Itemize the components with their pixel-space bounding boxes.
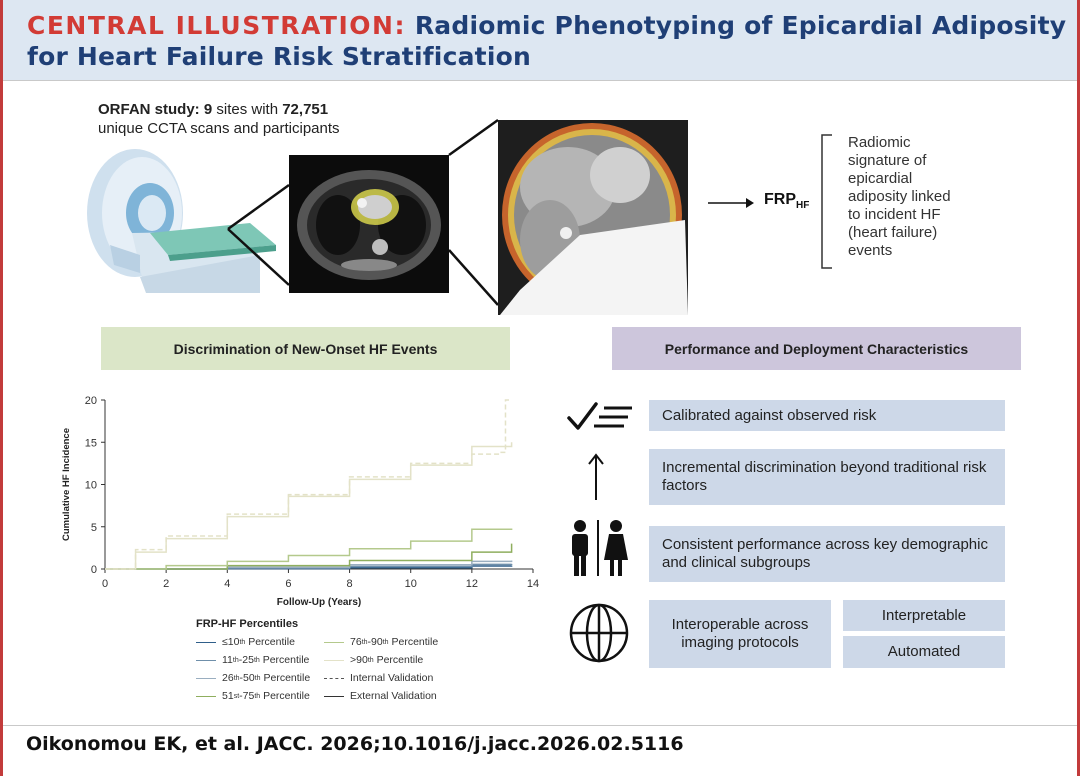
automated-box: Automated xyxy=(843,636,1005,668)
legend-text: Percentile xyxy=(263,672,311,684)
zoom-lines-1 xyxy=(227,183,290,286)
legend-swatch xyxy=(324,659,344,661)
hf-incidence-chart: 0 5 10 15 20 0 2 4 6 8 10 12 14 Follow-Up (Years) Cumu… xyxy=(61,395,539,608)
performance-heading: Performance and Deployment Characteristi… xyxy=(612,327,1021,370)
frp-label-sub: HF xyxy=(796,200,810,212)
consistent-performance-box: Consistent performance across key demogr… xyxy=(649,526,1005,582)
study-line2: unique CCTA scans and participants xyxy=(98,120,340,137)
legend-swatch xyxy=(196,641,216,643)
x-tick-label: 10 xyxy=(405,578,417,590)
legend-swatch xyxy=(324,677,344,679)
interpretable-box: Interpretable xyxy=(843,600,1005,631)
legend-text: Percentile xyxy=(263,690,310,702)
x-tick-label: 12 xyxy=(466,578,478,590)
series-line-6 xyxy=(105,399,512,570)
study-description: ORFAN study: 9 sites with 72,751 unique … xyxy=(98,100,340,138)
legend-text: Percentile xyxy=(262,654,310,666)
legend-text: Internal Validation xyxy=(350,672,434,684)
y-tick-label: 20 xyxy=(85,395,97,407)
citation: Oikonomou EK, et al. JACC. 2026;10.1016/… xyxy=(26,733,684,755)
legend-item-internal: Internal Validation xyxy=(324,672,433,684)
x-tick-label: 8 xyxy=(347,578,353,590)
central-illustration-label: CENTRAL ILLUSTRATION: xyxy=(27,11,406,40)
frp-hf-label: FRPHF xyxy=(764,191,809,211)
legend-text: Percentile xyxy=(376,654,424,666)
x-axis-title: Follow-Up (Years) xyxy=(277,597,361,608)
checklist-icon xyxy=(567,402,632,430)
ct-scanner-illustration xyxy=(87,149,276,293)
legend-item-external: External Validation xyxy=(324,690,437,702)
arrow-right-icon xyxy=(708,198,754,208)
x-tick-label: 2 xyxy=(163,578,169,590)
legend-swatch xyxy=(196,659,216,661)
legend-swatch xyxy=(324,641,344,643)
legend-text: External Validation xyxy=(350,690,437,702)
y-axis-title: Cumulative HF Incidence xyxy=(61,428,72,541)
y-tick-label: 5 xyxy=(91,522,97,534)
people-icon xyxy=(572,520,628,576)
legend-text: Percentile xyxy=(248,636,295,648)
interoperable-box: Interoperable across imaging protocols xyxy=(649,600,831,668)
y-tick-label: 15 xyxy=(85,437,97,449)
sites-text: sites with xyxy=(216,101,279,118)
x-tick-label: 0 xyxy=(102,578,108,590)
x-tick-label: 14 xyxy=(527,578,539,590)
bracket xyxy=(821,134,832,269)
zoom-lines-2 xyxy=(448,118,499,306)
ct-slice-image xyxy=(289,155,449,293)
globe-icon xyxy=(569,603,629,663)
frp-label-main: FRP xyxy=(764,191,796,208)
discrimination-heading: Discrimination of New-Onset HF Events xyxy=(101,327,510,370)
up-arrow-icon xyxy=(588,453,604,500)
figure-title-line1: CENTRAL ILLUSTRATION: Radiomic Phenotypi… xyxy=(27,11,1066,40)
legend-item-p90: >90 th Percentile xyxy=(324,654,423,666)
y-tick-label: 10 xyxy=(85,480,97,492)
y-tick-label: 0 xyxy=(91,564,97,576)
legend-title: FRP-HF Percentiles xyxy=(196,618,299,630)
series-line-4 xyxy=(105,528,513,570)
study-prefix: ORFAN study: xyxy=(98,101,200,118)
epicardial-fat-image xyxy=(498,120,688,315)
legend-swatch xyxy=(196,677,216,679)
scans-count: 72,751 xyxy=(282,101,329,118)
figure-title: Radiomic Phenotyping of Epicardial Adipo… xyxy=(414,11,1067,40)
figure-title-line2: for Heart Failure Risk Stratification xyxy=(27,42,531,71)
legend-swatch xyxy=(196,695,216,697)
imaging-artwork xyxy=(87,118,688,315)
series-line-3 xyxy=(105,543,513,570)
signature-description: Radiomic signature of epicardial adiposi… xyxy=(848,134,951,259)
legend-item-p10: ≤10 th Percentile xyxy=(196,636,295,648)
incremental-discrimination-box: Incremental discrimination beyond tradit… xyxy=(649,449,1005,505)
legend-swatch xyxy=(324,695,344,697)
legend-text: Percentile xyxy=(391,636,439,648)
x-tick-label: 4 xyxy=(224,578,230,590)
header-banner: CENTRAL ILLUSTRATION: Radiomic Phenotypi… xyxy=(3,0,1077,80)
calibrated-box: Calibrated against observed risk xyxy=(649,400,1005,431)
sites-count: 9 xyxy=(203,101,213,118)
x-tick-label: 6 xyxy=(285,578,291,590)
